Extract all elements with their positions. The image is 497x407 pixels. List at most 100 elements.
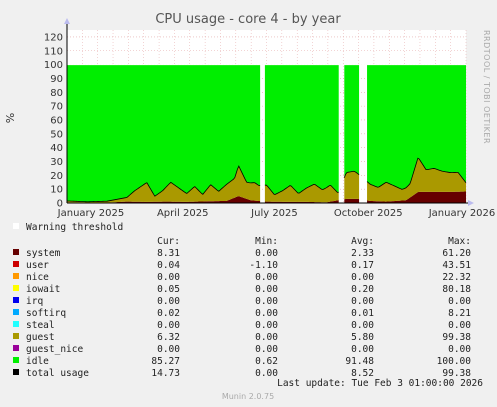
cur-softirq: 0.02 — [157, 308, 180, 319]
warning-threshold-legend: Warning threshold — [13, 222, 123, 233]
warning-swatch — [13, 223, 19, 229]
y-tick-60: 60 — [50, 115, 63, 126]
y-tick-100: 100 — [44, 60, 63, 71]
label-iowait: iowait — [26, 284, 60, 295]
area-guest-seg0 — [67, 166, 261, 203]
label-user: user — [26, 260, 49, 271]
line-total-usage-seg1 — [264, 184, 339, 195]
max-irq: 0.00 — [448, 296, 471, 307]
x-tick-january-2026: January 2026 — [428, 208, 496, 219]
avg-iowait: 0.20 — [351, 284, 374, 295]
max-guest-nice: 0.00 — [448, 344, 471, 355]
area-system-seg0 — [67, 196, 261, 203]
warning-label: Warning threshold — [26, 222, 123, 233]
header-max: Max: — [448, 236, 471, 247]
label-idle: idle — [26, 356, 49, 367]
area-idle-seg2 — [344, 64, 360, 178]
x-axis-arrow — [468, 200, 474, 206]
label-guest: guest — [26, 332, 55, 343]
min-irq: 0.00 — [255, 296, 278, 307]
header-cur: Cur: — [157, 236, 180, 247]
swatch-softirq — [13, 309, 19, 315]
y-tick-labels: 0 10 20 30 40 50 60 70 80 90 100 110 120 — [44, 32, 63, 209]
avg-steal: 0.00 — [351, 320, 374, 331]
area-idle-seg0 — [67, 64, 261, 202]
legend-row-user: user 0.04 -1.10 0.17 43.51 — [13, 260, 471, 271]
cur-system: 8.31 — [157, 248, 180, 259]
y-tick-40: 40 — [50, 143, 63, 154]
y-tick-20: 20 — [50, 171, 63, 182]
avg-idle: 91.48 — [345, 356, 374, 367]
legend-table: system 8.31 0.00 2.33 61.20 user 0.04 -1.10 0.17… — [13, 248, 471, 379]
min-guest-nice: 0.00 — [255, 344, 278, 355]
cur-irq: 0.00 — [157, 296, 180, 307]
swatch-guest-nice — [13, 345, 19, 351]
legend-row-guest: guest 6.32 0.00 5.80 99.38 — [13, 332, 471, 343]
max-nice: 22.32 — [442, 272, 471, 283]
y-tick-110: 110 — [44, 46, 63, 57]
min-guest: 0.00 — [255, 332, 278, 343]
label-softirq: softirq — [26, 308, 66, 319]
swatch-user — [13, 261, 19, 267]
legend-headers: Cur: Min: Avg: Max: — [157, 236, 471, 247]
swatch-guest — [13, 333, 19, 339]
swatch-iowait — [13, 285, 19, 291]
x-tick-january-2025: January 2025 — [57, 208, 125, 219]
area-system-seg3 — [367, 191, 466, 203]
avg-system: 2.33 — [351, 248, 374, 259]
cur-guest-nice: 0.00 — [157, 344, 180, 355]
avg-irq: 0.00 — [351, 296, 374, 307]
max-system: 61.20 — [442, 248, 471, 259]
y-tick-0: 0 — [57, 199, 63, 210]
cur-total-usage: 14.73 — [151, 368, 180, 379]
line-total-usage-seg3 — [366, 157, 467, 190]
swatch-nice — [13, 273, 19, 279]
swatch-steal — [13, 321, 19, 327]
label-irq: irq — [26, 296, 43, 307]
header-avg: Avg: — [351, 236, 374, 247]
area-idle-seg3 — [367, 64, 466, 190]
max-guest: 99.38 — [442, 332, 471, 343]
last-update: Last update: Tue Feb 3 01:00:00 2026 — [277, 378, 483, 389]
label-total-usage: total usage — [26, 368, 89, 379]
line-total-usage-seg0 — [66, 165, 261, 203]
label-guest-nice: guest_nice — [26, 344, 83, 355]
rrdtool-side-label: RRDTOOL / TOBI OETIKER — [482, 30, 491, 144]
y-tick-50: 50 — [50, 129, 63, 140]
max-user: 43.51 — [442, 260, 471, 271]
min-nice: 0.00 — [255, 272, 278, 283]
legend-row-guest-nice: guest_nice 0.00 0.00 0.00 0.00 — [13, 344, 471, 355]
legend-row-nice: nice 0.00 0.00 0.00 22.32 — [13, 272, 471, 283]
label-steal: steal — [26, 320, 55, 331]
y-axis-label: % — [4, 113, 17, 123]
legend-row-steal: steal 0.00 0.00 0.00 0.00 — [13, 320, 471, 331]
label-nice: nice — [26, 272, 49, 283]
data-areas — [66, 64, 467, 203]
legend-row-iowait: iowait 0.05 0.00 0.20 80.18 — [13, 284, 471, 295]
y-tick-90: 90 — [50, 74, 63, 85]
munin-version: Munin 2.0.75 — [222, 392, 274, 401]
max-iowait: 80.18 — [442, 284, 471, 295]
x-tick-july-2025: July 2025 — [250, 208, 298, 219]
cur-iowait: 0.05 — [157, 284, 180, 295]
axes — [64, 18, 474, 206]
y-tick-30: 30 — [50, 157, 63, 168]
area-guest-seg3 — [367, 158, 466, 202]
y-tick-10: 10 — [50, 185, 63, 196]
x-tick-april-2025: April 2025 — [157, 208, 208, 219]
min-iowait: 0.00 — [255, 284, 278, 295]
min-idle: 0.62 — [255, 356, 278, 367]
y-axis-arrow — [64, 18, 70, 24]
line-total-usage-seg2 — [343, 170, 360, 178]
max-softirq: 8.21 — [448, 308, 471, 319]
header-min: Min: — [255, 236, 278, 247]
swatch-system — [13, 249, 19, 255]
x-tick-labels: January 2025 April 2025 July 2025 October 2… — [57, 208, 496, 219]
avg-total-usage: 8.52 — [351, 368, 374, 379]
swatch-total-usage — [13, 369, 19, 375]
avg-guest: 5.80 — [351, 332, 374, 343]
min-system: 0.00 — [255, 248, 278, 259]
area-idle-seg1 — [264, 64, 339, 195]
y-tick-120: 120 — [44, 32, 63, 43]
